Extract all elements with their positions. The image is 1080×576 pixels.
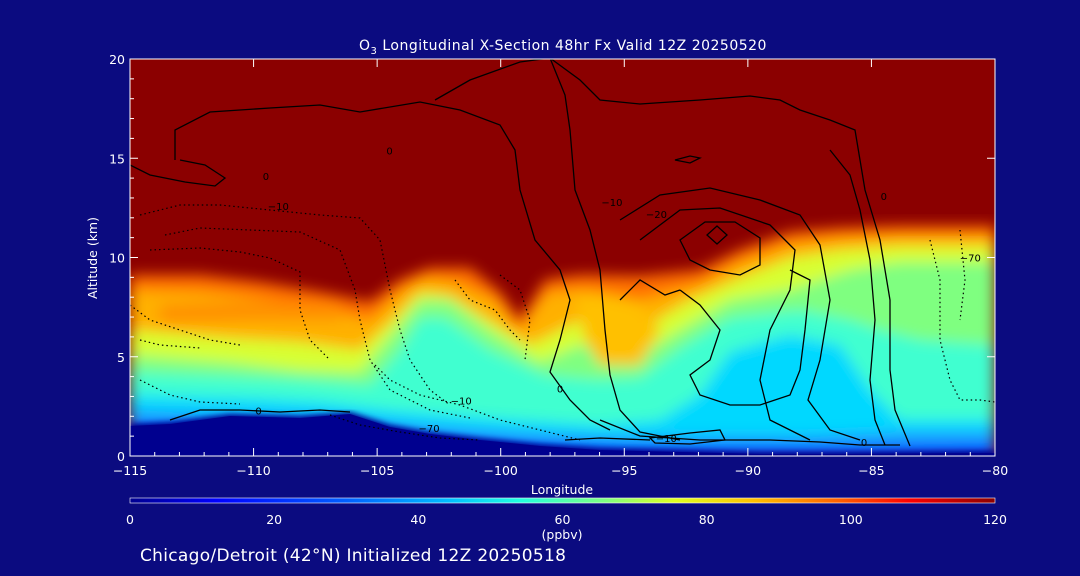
contour-label: −10 [656,434,677,445]
contours-dotted [130,204,995,441]
contour-label: −20 [646,210,667,221]
chart-title: O3 Longitudinal X-Section 48hr Fx Valid … [359,38,767,57]
x-axis-label: Longitude [531,482,593,497]
x-tick-label: −105 [360,463,394,478]
y-tick-label: 15 [109,151,125,166]
colorbar-tick-label: 0 [126,512,134,527]
colorbar-tick-label: 20 [266,512,282,527]
contour-label: 0 [881,192,887,203]
contour-label: 0 [557,384,563,395]
x-tick-label: −90 [735,463,761,478]
footer-text: Chicago/Detroit (42°N) Initialized 12Z 2… [140,546,566,566]
x-tick-label: −95 [611,463,637,478]
contours-solid [130,59,911,447]
colorbar-tick-label: 40 [410,512,426,527]
x-tick-label: −115 [113,463,147,478]
colorbar-tick-label: 100 [839,512,863,527]
y-tick-label: 20 [109,52,125,67]
y-tick-label: 10 [109,251,125,266]
contour-label: −10 [601,198,622,209]
y-axis-label: Altitude (km) [85,217,100,299]
contour-labels: 0 0 −10 −10 −20 0 0 −10 −70 −10 0 0 −70 [255,146,981,449]
colorbar [129,497,996,504]
plot-area: 0 0 −10 −10 −20 0 0 −10 −70 −10 0 0 −70 [130,59,995,456]
contour-label: −70 [418,424,439,435]
x-tick-label: −85 [858,463,884,478]
colorbar-tick-label: 120 [983,512,1007,527]
y-axis: 0 5 10 15 20 [109,52,995,464]
ground [130,414,995,456]
colorbar-tick-label: 60 [555,512,571,527]
x-tick-label: −80 [982,463,1008,478]
colorbar-unit-label: (ppbv) [542,527,583,542]
contour-label: −70 [960,253,981,264]
contour-label: 0 [386,146,392,157]
y-tick-label: 0 [117,449,125,464]
contour-label: −10 [451,396,472,407]
contour-label: 0 [861,438,867,449]
colorbar-tick-label: 80 [699,512,715,527]
y-tick-label: 5 [117,350,125,365]
x-axis: −115 −110 −105 −100 −95 −90 −85 −80 [113,59,1008,478]
contour-label: 0 [255,406,261,417]
colorbar-ticks: 0 20 40 60 80 100 120 [126,512,1007,527]
x-tick-label: −110 [236,463,270,478]
contour-label: −10 [268,202,289,213]
contour-label: 0 [263,172,269,183]
x-tick-label: −100 [484,463,518,478]
